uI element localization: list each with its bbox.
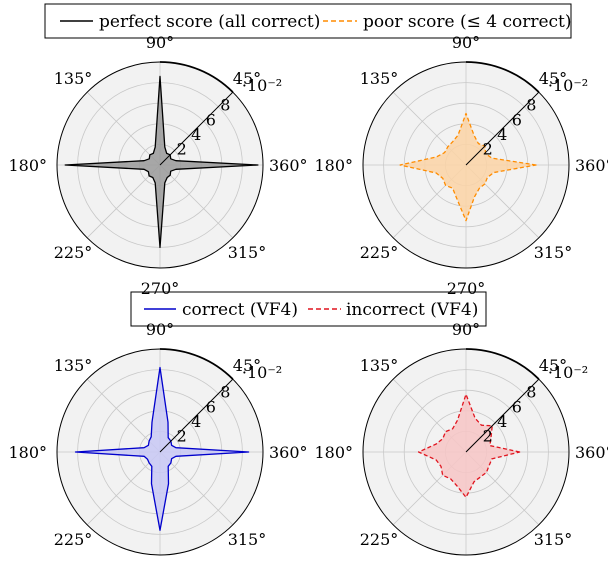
radial-tick-label: 6	[206, 397, 216, 416]
legend-bottom: correct (VF4) incorrect (VF4)	[130, 291, 487, 327]
radial-tick-label: 8	[526, 96, 536, 115]
legend-top-label-2: poor score (≤ 4 correct)	[363, 12, 572, 32]
legend-top: perfect score (all correct) poor score (…	[44, 3, 572, 39]
angle-tick-label: 45°	[539, 356, 567, 375]
radial-tick-label: 6	[512, 397, 522, 416]
angle-tick-label: 135°	[360, 69, 399, 88]
radial-tick-label: 4	[191, 412, 201, 431]
radial-scale-label: ·10⁻²	[242, 363, 282, 382]
radial-tick-label: 4	[497, 412, 507, 431]
legend-bottom-label-1: correct (VF4)	[182, 300, 298, 320]
angle-tick-label: 360°	[269, 156, 308, 175]
angle-tick-label: 360°	[575, 443, 608, 462]
angle-tick-label: 135°	[54, 356, 93, 375]
angular-axis-arc	[465, 348, 540, 380]
angle-tick-label: 180°	[314, 156, 353, 175]
angular-grid-line	[159, 451, 234, 526]
angle-tick-label: 225°	[360, 243, 399, 262]
angular-grid-line	[86, 451, 161, 526]
angle-tick-label: 180°	[314, 443, 353, 462]
legend-top-box	[44, 3, 572, 39]
angle-tick-label: 270°	[141, 279, 180, 298]
angle-tick-label: 315°	[534, 243, 573, 262]
radial-tick-label: 6	[206, 110, 216, 129]
radial-tick-label: 6	[512, 110, 522, 129]
radial-scale-label: ·10⁻²	[242, 76, 282, 95]
angle-tick-label: 315°	[228, 243, 267, 262]
angle-tick-label: 135°	[54, 69, 93, 88]
radial-tick-label: 2	[483, 426, 493, 445]
angle-tick-label: 90°	[146, 320, 174, 339]
angle-tick-label: 360°	[269, 443, 308, 462]
angle-tick-label: 180°	[8, 443, 47, 462]
radial-axis-line	[465, 378, 540, 453]
angular-axis-arc	[159, 348, 234, 380]
angle-tick-label: 90°	[146, 33, 174, 52]
radial-scale-label: ·10⁻²	[548, 363, 588, 382]
angle-tick-label: 315°	[534, 530, 573, 549]
angular-grid-line	[86, 91, 161, 166]
angular-grid-line	[86, 378, 161, 453]
radial-scale-label: ·10⁻²	[548, 76, 588, 95]
angle-tick-label: 45°	[233, 69, 261, 88]
radial-tick-label: 2	[177, 139, 187, 158]
angle-tick-label: 90°	[452, 320, 480, 339]
radial-tick-label: 8	[526, 383, 536, 402]
radial-tick-label: 2	[483, 139, 493, 158]
angular-axis-arc	[159, 61, 234, 93]
angle-tick-label: 360°	[575, 156, 608, 175]
angular-grid-line	[159, 164, 234, 239]
angle-tick-label: 45°	[539, 69, 567, 88]
radial-tick-label: 2	[177, 426, 187, 445]
angle-tick-label: 225°	[54, 243, 93, 262]
legend-bottom-box	[130, 291, 487, 327]
radial-axis-line	[159, 91, 234, 166]
radial-tick-label: 4	[497, 125, 507, 144]
angle-tick-label: 315°	[228, 530, 267, 549]
angle-tick-label: 225°	[54, 530, 93, 549]
legend-bottom-label-2: incorrect (VF4)	[346, 300, 478, 320]
legend-top-label-1: perfect score (all correct)	[99, 12, 320, 32]
radial-tick-label: 8	[220, 96, 230, 115]
angle-tick-label: 90°	[452, 33, 480, 52]
angle-tick-label: 180°	[8, 156, 47, 175]
angular-grid-line	[86, 164, 161, 239]
radial-axis-line	[159, 378, 234, 453]
radial-tick-label: 4	[191, 125, 201, 144]
angle-tick-label: 45°	[233, 356, 261, 375]
radial-tick-label: 8	[220, 383, 230, 402]
radial-axis-line	[465, 91, 540, 166]
angle-tick-label: 270°	[447, 279, 486, 298]
angular-axis-arc	[465, 61, 540, 93]
angle-tick-label: 135°	[360, 356, 399, 375]
angle-tick-label: 225°	[360, 530, 399, 549]
